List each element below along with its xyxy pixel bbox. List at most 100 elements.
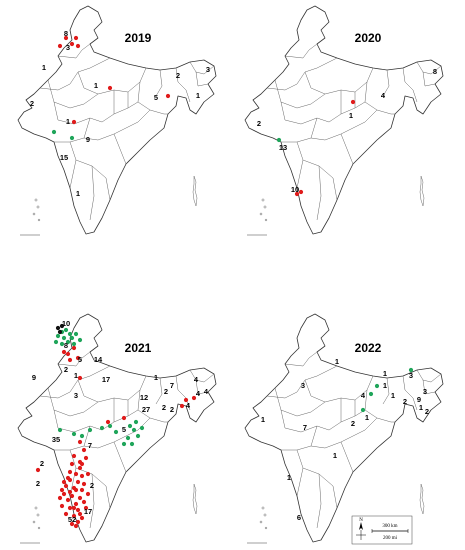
green-dot — [69, 335, 75, 341]
year-title: 2022 — [355, 341, 382, 355]
state-count-label: 4 — [194, 375, 199, 384]
year-title: 2021 — [125, 341, 152, 355]
green-dot — [135, 433, 141, 439]
green-dot — [133, 419, 139, 425]
red-dot — [35, 467, 41, 473]
green-dot — [51, 129, 57, 135]
red-dot — [79, 515, 85, 521]
red-dot — [61, 349, 67, 355]
india-map: 8 4 1 2 13 10 — [244, 5, 444, 236]
state-count-label: 5 — [154, 93, 158, 102]
black-dot — [55, 325, 61, 331]
black-dot — [59, 323, 65, 329]
state-count-label: 5 — [122, 425, 126, 434]
state-count-label: 3 — [66, 43, 70, 52]
green-dot — [71, 431, 77, 437]
state-count-label: 35 — [52, 435, 60, 444]
state-count-label: 2 — [176, 71, 180, 80]
red-dot — [57, 495, 63, 501]
state-count-label: 2 — [403, 397, 407, 406]
red-dot — [69, 41, 75, 47]
state-count-label: 1 — [66, 117, 70, 126]
red-dot — [183, 397, 189, 403]
state-count-label: 2 — [164, 387, 168, 396]
state-count-label: 15 — [60, 153, 68, 162]
state-count-label: 1 — [349, 111, 353, 120]
state-count-label: 4 — [361, 391, 366, 400]
red-dot — [79, 461, 85, 467]
red-dot — [73, 35, 79, 41]
black-dot — [57, 329, 63, 335]
state-count-label: 4 — [186, 401, 191, 410]
state-count-label: 3 — [409, 371, 413, 380]
state-count-label: 2 — [30, 99, 34, 108]
green-dot — [113, 429, 119, 435]
red-dot — [77, 375, 83, 381]
scale-mi-label: 200 mi — [383, 536, 398, 541]
red-dot — [121, 415, 127, 421]
india-map: 8 3 1 1 3 2 1 2 5 1 9 15 1 — [17, 5, 217, 236]
red-dot — [107, 85, 113, 91]
state-count-label: 14 — [94, 355, 103, 364]
north-label: N — [359, 518, 363, 523]
state-count-label: 5 — [78, 355, 82, 364]
red-dot — [63, 483, 69, 489]
green-dot — [107, 423, 113, 429]
red-dot — [81, 447, 87, 453]
credit-mark — [247, 542, 267, 544]
state-count-label: 4 — [381, 91, 386, 100]
state-count-label: 1 — [94, 81, 98, 90]
green-dot — [71, 341, 77, 347]
state-count-label: 1 — [391, 391, 395, 400]
red-dot — [179, 403, 185, 409]
red-dot — [85, 471, 91, 477]
green-dot — [99, 425, 105, 431]
state-count-label: 12 — [140, 393, 148, 402]
red-dot — [65, 351, 71, 357]
red-dot — [71, 119, 77, 125]
green-dot — [121, 441, 127, 447]
state-count-label: 10 — [62, 319, 70, 328]
red-dot — [81, 499, 87, 505]
red-dot — [73, 501, 79, 507]
green-dot — [63, 327, 69, 333]
map-panel-2020: 8 4 1 2 13 10 2020 — [244, 5, 444, 236]
red-dot — [75, 479, 81, 485]
red-dot — [73, 487, 79, 493]
credit-mark — [20, 542, 40, 544]
red-dot — [83, 505, 89, 511]
red-dot — [85, 491, 91, 497]
green-dot — [127, 423, 133, 429]
green-dot — [408, 367, 414, 373]
state-count-label: 3 — [301, 381, 305, 390]
red-dot — [67, 469, 73, 475]
state-count-label: 8 — [433, 67, 437, 76]
red-dot — [67, 357, 73, 363]
state-count-label: 1 — [365, 413, 369, 422]
india-outline — [17, 5, 217, 235]
red-dot — [77, 439, 83, 445]
red-dot — [73, 471, 79, 477]
state-count-label: 1 — [154, 373, 158, 382]
state-count-label: 4 — [204, 387, 209, 396]
state-count-label: 2 — [40, 459, 44, 468]
state-count-label: 1 — [333, 451, 337, 460]
red-dot — [75, 507, 81, 513]
red-dot — [69, 521, 75, 527]
red-dot — [71, 453, 77, 459]
red-dot — [75, 355, 81, 361]
credit-mark — [20, 234, 40, 236]
red-dot — [63, 35, 69, 41]
state-count-label: 2 — [162, 403, 166, 412]
green-dot — [79, 433, 85, 439]
scale-bar: N 300 km 200 mi — [351, 515, 413, 545]
green-dot — [77, 337, 83, 343]
red-dot — [165, 93, 171, 99]
red-dot — [83, 455, 89, 461]
credit-mark — [247, 234, 267, 236]
green-dot — [129, 441, 135, 447]
red-dot — [79, 473, 85, 479]
state-count-label: 2 — [64, 365, 68, 374]
red-dot — [57, 43, 63, 49]
